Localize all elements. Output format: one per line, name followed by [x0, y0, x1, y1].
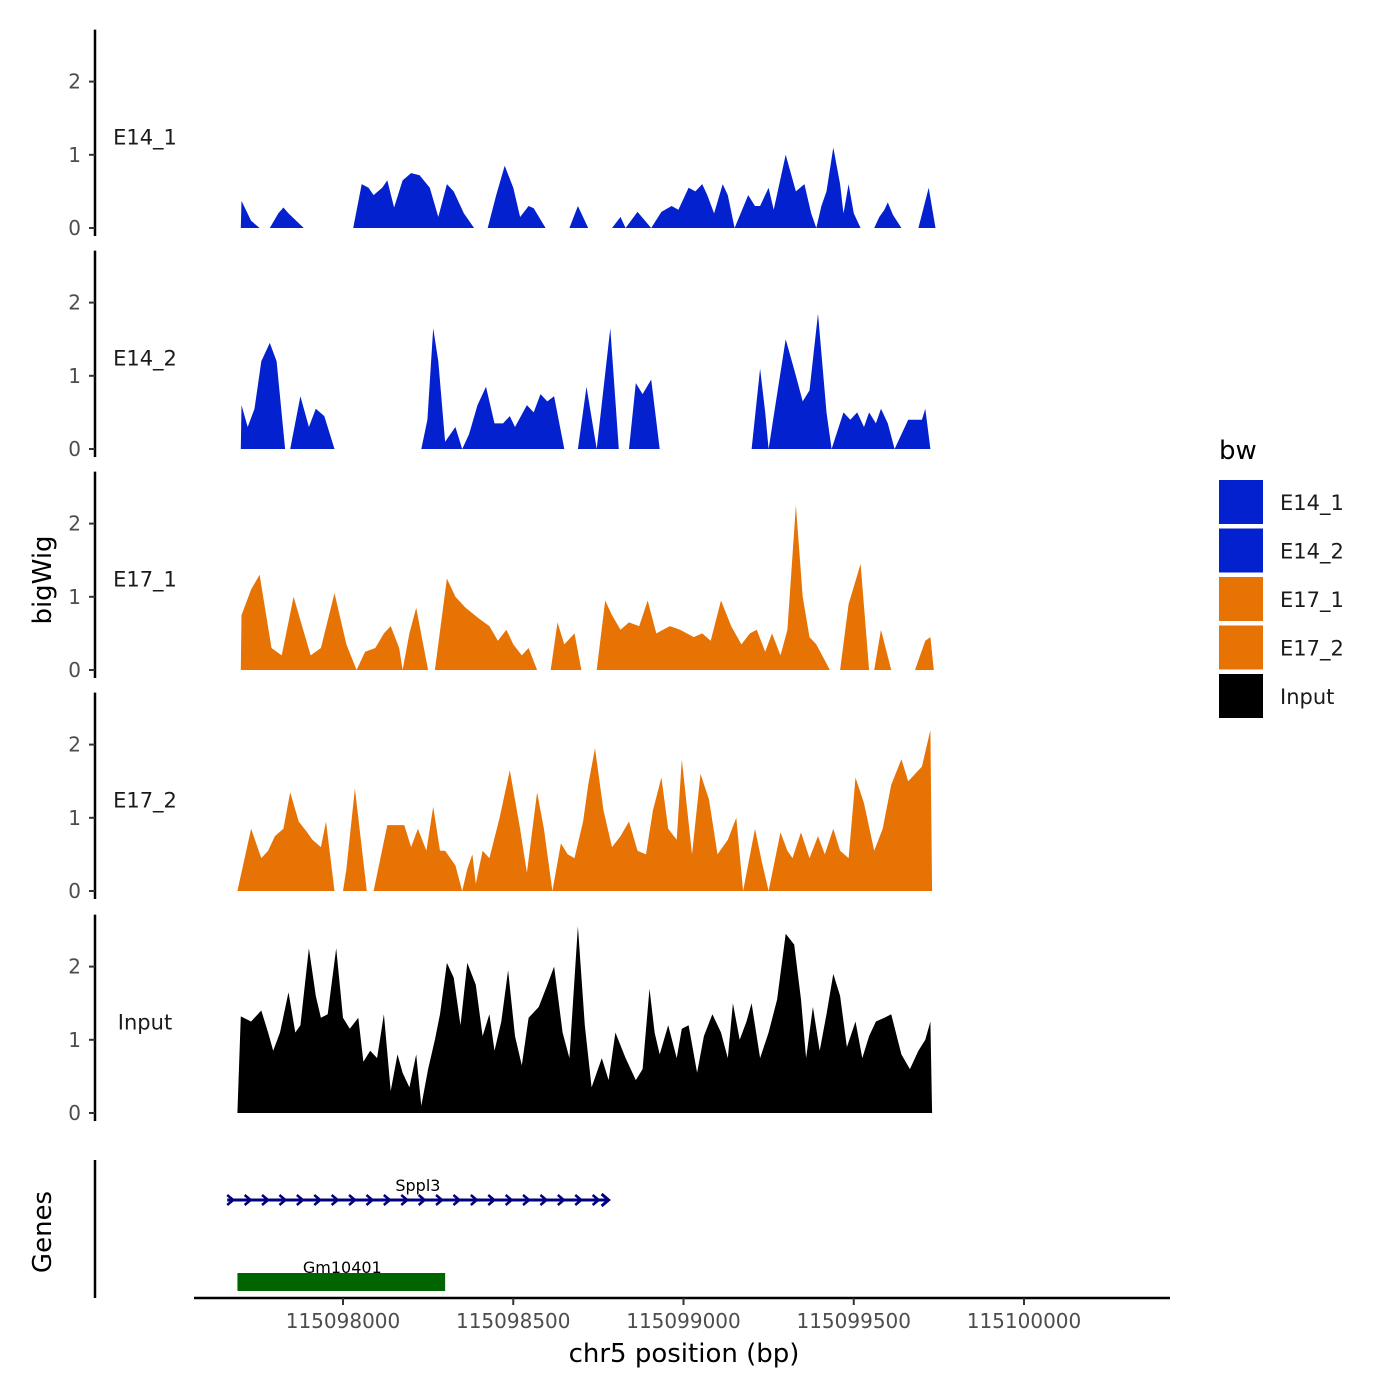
y-tick-label: 1 [68, 143, 81, 167]
legend-key [1219, 674, 1263, 718]
legend-item-E17_2: E17_2 [1219, 625, 1344, 670]
x-tick-label: 115099000 [626, 1309, 741, 1333]
strand-arrow [539, 1194, 549, 1206]
legend-label: Input [1280, 685, 1334, 709]
legend-label: E17_2 [1280, 637, 1344, 662]
y-tick-label: 1 [68, 364, 81, 388]
x-axis: 115098000 115098500 115099000 115099500 1151… [194, 1296, 1170, 1333]
track-E14_1: 0 1 2 E14_1 [68, 29, 936, 240]
y-tick-label: 0 [68, 879, 81, 903]
x-tick-label: 115098500 [456, 1309, 571, 1333]
strand-arrow [313, 1194, 323, 1206]
strand-arrow [470, 1194, 479, 1206]
legend-label: E14_2 [1280, 540, 1344, 565]
track-label: E17_1 [113, 568, 177, 593]
strand-arrow [383, 1194, 392, 1206]
y-axis-title-bigwig: bigWig [28, 535, 58, 624]
y-tick-label: 0 [68, 658, 81, 682]
gene-Sppl3: Sppl3 [226, 1176, 611, 1208]
legend-key [1219, 480, 1263, 524]
strand-arrow [365, 1194, 375, 1206]
strand-arrow [400, 1194, 410, 1206]
coverage-area-Input [237, 926, 933, 1113]
legend-item-E14_1: E14_1 [1219, 480, 1344, 524]
legend-key [1219, 577, 1263, 621]
strand-arrow [330, 1194, 340, 1206]
y-tick-label: 2 [68, 512, 81, 536]
track-label: E14_2 [113, 347, 177, 372]
x-tick-label: 115100000 [967, 1309, 1082, 1333]
y-tick-label: 0 [68, 216, 81, 240]
strand-arrow [452, 1194, 462, 1206]
strand-arrow [600, 1192, 611, 1208]
legend-label: E14_1 [1280, 491, 1344, 516]
strand-arrow [574, 1194, 584, 1206]
coverage-tracks: 0 1 2 E14_1 0 1 2 E14_2 0 1 2 E17_1 0 1 2 E17_2 0 1 2 Input [68, 29, 936, 1125]
y-axis-title-genes: Genes [28, 1191, 58, 1273]
track-label: E17_2 [113, 789, 177, 814]
y-tick-label: 2 [68, 70, 81, 94]
strand-arrow [487, 1194, 497, 1206]
strand-arrow [557, 1194, 566, 1206]
coverage-area-E17_2 [237, 730, 933, 891]
track-Input: 0 1 2 Input [68, 914, 933, 1125]
legend-key [1219, 528, 1263, 573]
strand-arrow [504, 1194, 514, 1206]
gene-label: Sppl3 [395, 1176, 440, 1195]
strand-arrow [261, 1194, 270, 1206]
legend-item-Input: Input [1219, 674, 1334, 718]
track-label: Input [118, 1011, 172, 1035]
y-tick-label: 2 [68, 733, 81, 757]
y-tick-label: 1 [68, 585, 81, 609]
strand-arrow [522, 1194, 531, 1206]
gene-track: Sppl3 Gm10401 [93, 1160, 611, 1298]
coverage-area-E14_2 [240, 313, 931, 449]
legend-key [1219, 625, 1263, 670]
strand-arrow [591, 1194, 601, 1206]
strand-arrow [243, 1194, 253, 1206]
y-tick-label: 1 [68, 1028, 81, 1052]
x-tick-label: 115098000 [286, 1309, 401, 1333]
gene-Gm10401: Gm10401 [237, 1258, 446, 1291]
legend-label: E17_1 [1280, 588, 1344, 613]
legend-item-E14_2: E14_2 [1219, 528, 1344, 573]
strand-arrow [278, 1194, 288, 1206]
legend: bw E14_1 E14_2 E17_1 E17_2 Input [1219, 436, 1344, 718]
strand-arrow [417, 1194, 427, 1206]
track-E17_2: 0 1 2 E17_2 [68, 692, 933, 903]
track-E17_1: 0 1 2 E17_1 [68, 471, 934, 682]
y-tick-label: 0 [68, 1101, 81, 1125]
gene-exon [237, 1273, 446, 1291]
y-tick-label: 1 [68, 806, 81, 830]
legend-item-E17_1: E17_1 [1219, 577, 1344, 621]
legend-title: bw [1219, 436, 1257, 466]
track-label: E14_1 [113, 126, 177, 151]
coverage-area-E14_1 [240, 147, 936, 228]
strand-arrow [226, 1194, 236, 1206]
y-tick-label: 2 [68, 291, 81, 315]
y-tick-label: 0 [68, 437, 81, 461]
strand-arrow [296, 1194, 305, 1206]
y-tick-label: 2 [68, 955, 81, 979]
x-axis-title: chr5 position (bp) [569, 1339, 800, 1369]
strand-arrow [348, 1194, 357, 1206]
track-E14_2: 0 1 2 E14_2 [68, 250, 931, 461]
strand-arrow [435, 1194, 444, 1206]
x-tick-label: 115099500 [796, 1309, 911, 1333]
gene-label: Gm10401 [303, 1258, 382, 1277]
coverage-area-E17_1 [240, 505, 934, 670]
